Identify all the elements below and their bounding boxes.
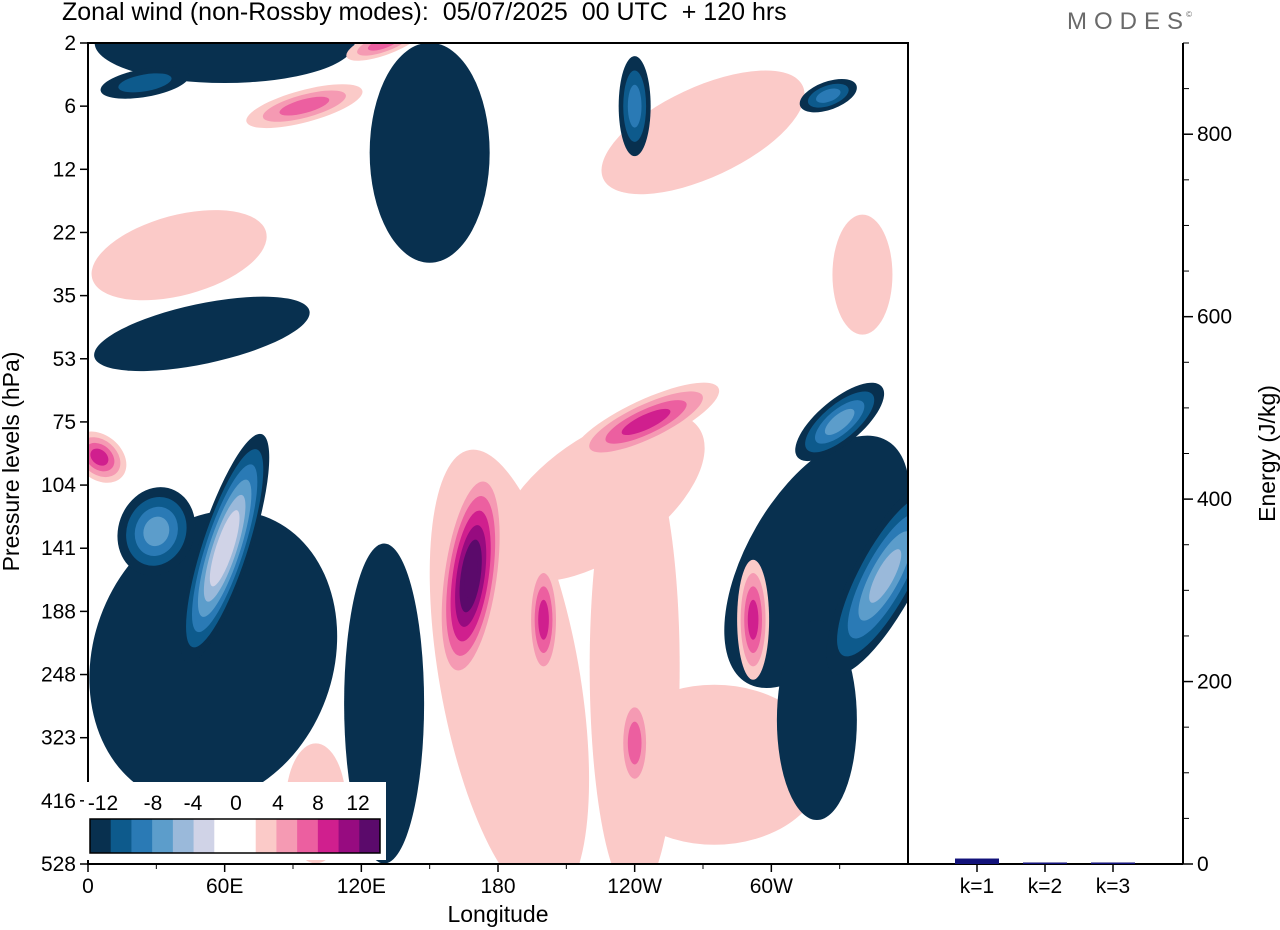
contour-level [118, 73, 172, 93]
contour-band [89, 510, 338, 805]
x-tick-label: 120E [337, 875, 386, 898]
contour-level [816, 88, 841, 103]
contour-level [621, 408, 671, 436]
bar-category-label: k=2 [1028, 875, 1062, 898]
colorbar-swatch [152, 819, 174, 853]
contour-shapes [88, 43, 908, 864]
colorbar-swatch [193, 819, 215, 853]
y-axis-ticks: 2 6 12 22 35 53 75 104 141 188 248 323 416 528 [41, 32, 88, 876]
energy-axis-label: Energy (J/kg) [1254, 385, 1280, 522]
contour-level [824, 408, 855, 435]
contour-band [91, 210, 267, 301]
colorbar-label: -12 [88, 792, 118, 815]
contour-band [94, 296, 310, 372]
y-tick-label: 6 [64, 95, 76, 118]
colorbar-swatch [297, 819, 319, 853]
x-tick-label: 60E [206, 875, 243, 898]
energy-bar-panel: 0 200 400 600 800 k=1 k=2 k=3 [908, 42, 1232, 898]
contour-level [747, 599, 759, 640]
contour-band [724, 435, 908, 689]
x-axis-ticks: 0 60E 120E 180 120W 60W [82, 864, 841, 898]
colorbar-swatch [235, 819, 257, 853]
energy-tick-label: 0 [1197, 853, 1209, 876]
energy-tick-label: 200 [1197, 671, 1232, 694]
energy-tick-label: 600 [1197, 306, 1232, 329]
energy-bar [1091, 862, 1135, 864]
y-tick-label: 528 [41, 853, 76, 876]
contour-level [143, 516, 170, 547]
chart-title: Zonal wind (non-Rossby modes): 05/07/202… [62, 0, 787, 26]
contour-level [463, 554, 478, 598]
colorbar-label: 0 [230, 792, 242, 815]
energy-bar [955, 858, 999, 864]
x-tick-label: 60W [750, 875, 793, 898]
energy-tick-label: 800 [1197, 123, 1232, 146]
contour-level [627, 84, 642, 128]
colorbar: -12 -8 -4 0 4 8 12 [84, 782, 386, 860]
colorbar-label: 12 [346, 792, 369, 815]
y-tick-label: 35 [53, 285, 76, 308]
colorbar-label: -8 [144, 792, 163, 815]
colorbar-swatch [214, 819, 236, 853]
colorbar-swatch [172, 819, 195, 853]
colorbar-label: -4 [184, 792, 203, 815]
brand-logo: MODES [1066, 8, 1190, 35]
y-tick-label: 53 [53, 348, 76, 371]
y-tick-label: 188 [41, 600, 76, 623]
colorbar-swatch [110, 819, 132, 853]
y-axis-label: Pressure levels (hPa) [0, 352, 24, 572]
contour-band [369, 43, 490, 263]
colorbar-swatch [255, 819, 277, 853]
y-tick-label: 323 [41, 727, 76, 750]
y-tick-label: 104 [41, 474, 76, 497]
energy-bar [1023, 862, 1067, 864]
brand-copyright-mark: © [1186, 10, 1192, 19]
bar-category-label: k=1 [960, 875, 994, 898]
y-tick-label: 75 [53, 411, 76, 434]
contour-band [601, 70, 805, 195]
colorbar-border [89, 818, 381, 854]
bar-category-label: k=3 [1096, 875, 1130, 898]
contour-field [88, 43, 908, 864]
colorbar-swatch [317, 819, 340, 853]
colorbar-swatch [90, 819, 112, 853]
x-tick-label: 0 [82, 875, 94, 898]
x-tick-label: 180 [480, 875, 515, 898]
y-tick-label: 22 [53, 221, 76, 244]
contour-level [869, 549, 902, 603]
colorbar-swatch [131, 819, 153, 853]
contour-level [538, 599, 549, 640]
energy-tick-label: 400 [1197, 488, 1232, 511]
colorbar-swatch [276, 819, 298, 853]
contour-band [604, 684, 825, 845]
colorbar-swatch [338, 819, 360, 853]
contour-level [90, 448, 109, 466]
contour-band [832, 214, 893, 335]
colorbar-swatch [359, 819, 381, 853]
contour-level [627, 721, 642, 765]
y-tick-label: 416 [41, 790, 76, 813]
contour-level [215, 525, 234, 572]
contour-band [496, 412, 705, 582]
y-tick-label: 12 [53, 158, 76, 181]
colorbar-label: 8 [312, 792, 324, 815]
colorbar-label: 4 [272, 792, 284, 815]
y-tick-label: 2 [64, 32, 76, 55]
y-tick-label: 141 [41, 537, 76, 560]
x-tick-label: 120W [607, 875, 662, 898]
contour-level [279, 96, 330, 116]
y-tick-label: 248 [41, 664, 76, 687]
x-axis-label: Longitude [447, 901, 548, 927]
contour-level [367, 43, 401, 51]
